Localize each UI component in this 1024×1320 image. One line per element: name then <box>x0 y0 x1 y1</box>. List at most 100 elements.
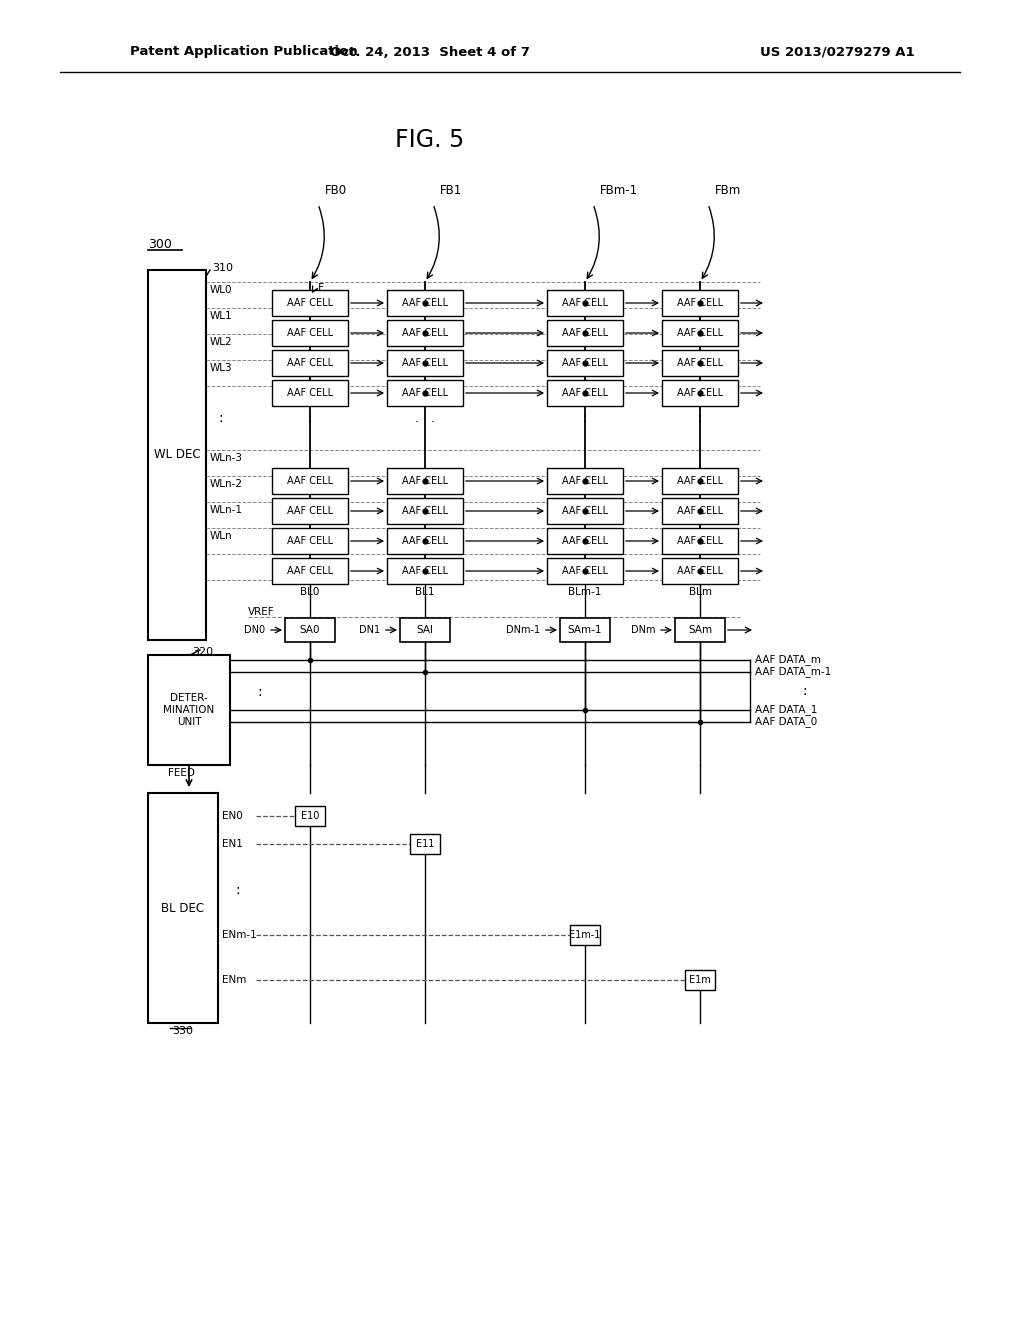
Bar <box>272 380 348 407</box>
Text: FBm-1: FBm-1 <box>600 183 638 197</box>
Text: Oct. 24, 2013  Sheet 4 of 7: Oct. 24, 2013 Sheet 4 of 7 <box>330 45 530 58</box>
Text: AAF CELL: AAF CELL <box>677 327 723 338</box>
Text: US 2013/0279279 A1: US 2013/0279279 A1 <box>760 45 914 58</box>
Bar <box>272 319 348 346</box>
Text: AAF CELL: AAF CELL <box>402 506 449 516</box>
Bar <box>547 319 623 346</box>
Text: SAm: SAm <box>688 624 712 635</box>
Bar <box>148 271 206 640</box>
Text: AAF CELL: AAF CELL <box>562 536 608 546</box>
Text: AAF CELL: AAF CELL <box>677 477 723 486</box>
Bar <box>662 380 738 407</box>
Text: DN0: DN0 <box>244 624 265 635</box>
Text: E1m-1: E1m-1 <box>569 931 601 940</box>
Text: :: : <box>307 411 312 425</box>
Text: VREF: VREF <box>248 607 274 616</box>
Bar <box>662 469 738 494</box>
Bar <box>662 498 738 524</box>
Text: AAF CELL: AAF CELL <box>677 506 723 516</box>
Bar <box>148 655 230 766</box>
Text: :: : <box>697 411 702 425</box>
Text: Patent Application Publication: Patent Application Publication <box>130 45 357 58</box>
Text: :: : <box>258 685 262 700</box>
Bar <box>547 498 623 524</box>
Text: AAF CELL: AAF CELL <box>402 358 449 368</box>
Text: :: : <box>583 411 588 425</box>
Text: ENm-1: ENm-1 <box>222 931 257 940</box>
Text: WLn-3: WLn-3 <box>210 453 243 463</box>
Bar <box>662 528 738 554</box>
Text: 300: 300 <box>148 239 172 252</box>
Text: AAF CELL: AAF CELL <box>402 566 449 576</box>
Text: AAF CELL: AAF CELL <box>287 506 333 516</box>
Text: AAF CELL: AAF CELL <box>562 477 608 486</box>
Bar <box>285 618 335 642</box>
Text: AAF CELL: AAF CELL <box>562 327 608 338</box>
Text: SA0: SA0 <box>300 624 321 635</box>
Text: WLn-2: WLn-2 <box>210 479 243 488</box>
Text: AAF CELL: AAF CELL <box>562 298 608 308</box>
Text: AAF CELL: AAF CELL <box>402 327 449 338</box>
Text: AAF CELL: AAF CELL <box>677 566 723 576</box>
Text: AAF CELL: AAF CELL <box>287 388 333 399</box>
Text: SAI: SAI <box>417 624 433 635</box>
Bar <box>570 925 600 945</box>
Text: F: F <box>318 282 325 293</box>
Bar <box>387 528 463 554</box>
Text: FBm: FBm <box>715 183 741 197</box>
Text: ENm: ENm <box>222 975 247 985</box>
Text: E10: E10 <box>301 810 319 821</box>
Text: WL0: WL0 <box>210 285 232 294</box>
Bar <box>272 498 348 524</box>
Text: :: : <box>236 883 241 898</box>
Bar <box>547 380 623 407</box>
Text: WL1: WL1 <box>210 312 232 321</box>
Text: BLm: BLm <box>688 587 712 597</box>
Text: FEED: FEED <box>168 768 195 777</box>
Bar <box>387 498 463 524</box>
Text: AAF CELL: AAF CELL <box>287 477 333 486</box>
Text: AAF CELL: AAF CELL <box>402 536 449 546</box>
Text: DN1: DN1 <box>358 624 380 635</box>
Text: BL DEC: BL DEC <box>162 902 205 915</box>
Text: :: : <box>803 684 807 698</box>
Bar <box>272 290 348 315</box>
Text: AAF CELL: AAF CELL <box>287 566 333 576</box>
Text: 320: 320 <box>193 647 213 657</box>
Bar <box>387 350 463 376</box>
Text: WL3: WL3 <box>210 363 232 374</box>
Bar <box>547 290 623 315</box>
Bar <box>387 380 463 407</box>
Text: WL2: WL2 <box>210 337 232 347</box>
Bar <box>387 319 463 346</box>
Text: AAF CELL: AAF CELL <box>402 298 449 308</box>
Text: EN0: EN0 <box>222 810 243 821</box>
Text: . . .: . . . <box>415 412 435 425</box>
Text: AAF CELL: AAF CELL <box>287 327 333 338</box>
Text: 330: 330 <box>172 1026 193 1036</box>
Bar <box>675 618 725 642</box>
Text: AAF DATA_m: AAF DATA_m <box>755 655 821 665</box>
Text: WLn-1: WLn-1 <box>210 506 243 515</box>
Text: AAF DATA_m-1: AAF DATA_m-1 <box>755 667 831 677</box>
Text: WL DEC: WL DEC <box>154 449 201 462</box>
Text: EN1: EN1 <box>222 840 243 849</box>
Bar <box>387 469 463 494</box>
Bar <box>272 528 348 554</box>
Text: E1m: E1m <box>689 975 711 985</box>
Bar <box>662 350 738 376</box>
Text: DETER-
MINATION
UNIT: DETER- MINATION UNIT <box>164 693 215 726</box>
Text: AAF CELL: AAF CELL <box>562 388 608 399</box>
Text: FB1: FB1 <box>440 183 462 197</box>
Bar <box>662 290 738 315</box>
Bar <box>662 558 738 583</box>
Bar <box>148 793 218 1023</box>
Text: AAF CELL: AAF CELL <box>402 477 449 486</box>
Bar <box>662 319 738 346</box>
Bar <box>410 834 440 854</box>
Text: AAF CELL: AAF CELL <box>287 358 333 368</box>
Bar <box>560 618 610 642</box>
Text: AAF CELL: AAF CELL <box>677 358 723 368</box>
Text: BLm-1: BLm-1 <box>568 587 602 597</box>
Text: FIG. 5: FIG. 5 <box>395 128 465 152</box>
